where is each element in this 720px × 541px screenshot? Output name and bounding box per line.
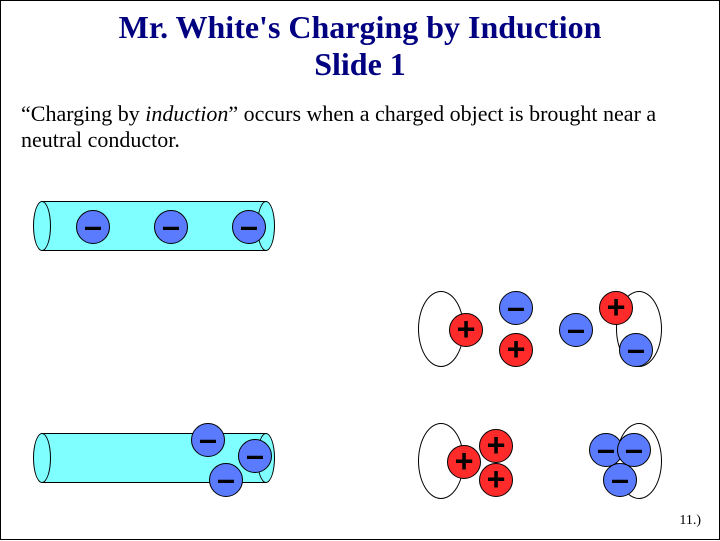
positive-charge: +: [447, 445, 481, 479]
sphere-outline: [616, 423, 662, 499]
sphere-outline: [418, 291, 464, 367]
positive-charge: +: [449, 313, 483, 347]
negative-charge: –: [238, 439, 272, 473]
negative-charge: –: [559, 313, 593, 347]
negative-charge: –: [619, 333, 653, 367]
body-prefix: “Charging by: [21, 101, 145, 126]
cylinder: [33, 201, 275, 251]
page-number: 11.): [679, 513, 701, 529]
body-italic: induction: [145, 101, 228, 126]
negative-charge: –: [603, 463, 637, 497]
positive-charge: +: [599, 291, 633, 325]
cylinder: [33, 433, 275, 483]
positive-charge: +: [499, 333, 533, 367]
negative-charge: –: [191, 423, 225, 457]
negative-charge: –: [617, 433, 651, 467]
sphere-outline: [418, 423, 464, 499]
slide-title: Mr. White's Charging by Induction Slide …: [1, 9, 719, 83]
negative-charge: –: [589, 433, 623, 467]
negative-charge: –: [209, 463, 243, 497]
sphere-outline: [616, 291, 662, 367]
positive-charge: +: [479, 429, 513, 463]
negative-charge: –: [232, 210, 266, 244]
negative-charge: –: [76, 210, 110, 244]
slide-frame: Mr. White's Charging by Induction Slide …: [0, 0, 720, 540]
negative-charge: –: [154, 210, 188, 244]
negative-charge: –: [499, 291, 533, 325]
title-line-1: Mr. White's Charging by Induction: [119, 9, 602, 45]
positive-charge: +: [479, 463, 513, 497]
title-line-2: Slide 1: [314, 46, 406, 82]
body-text: “Charging by induction” occurs when a ch…: [21, 101, 699, 154]
